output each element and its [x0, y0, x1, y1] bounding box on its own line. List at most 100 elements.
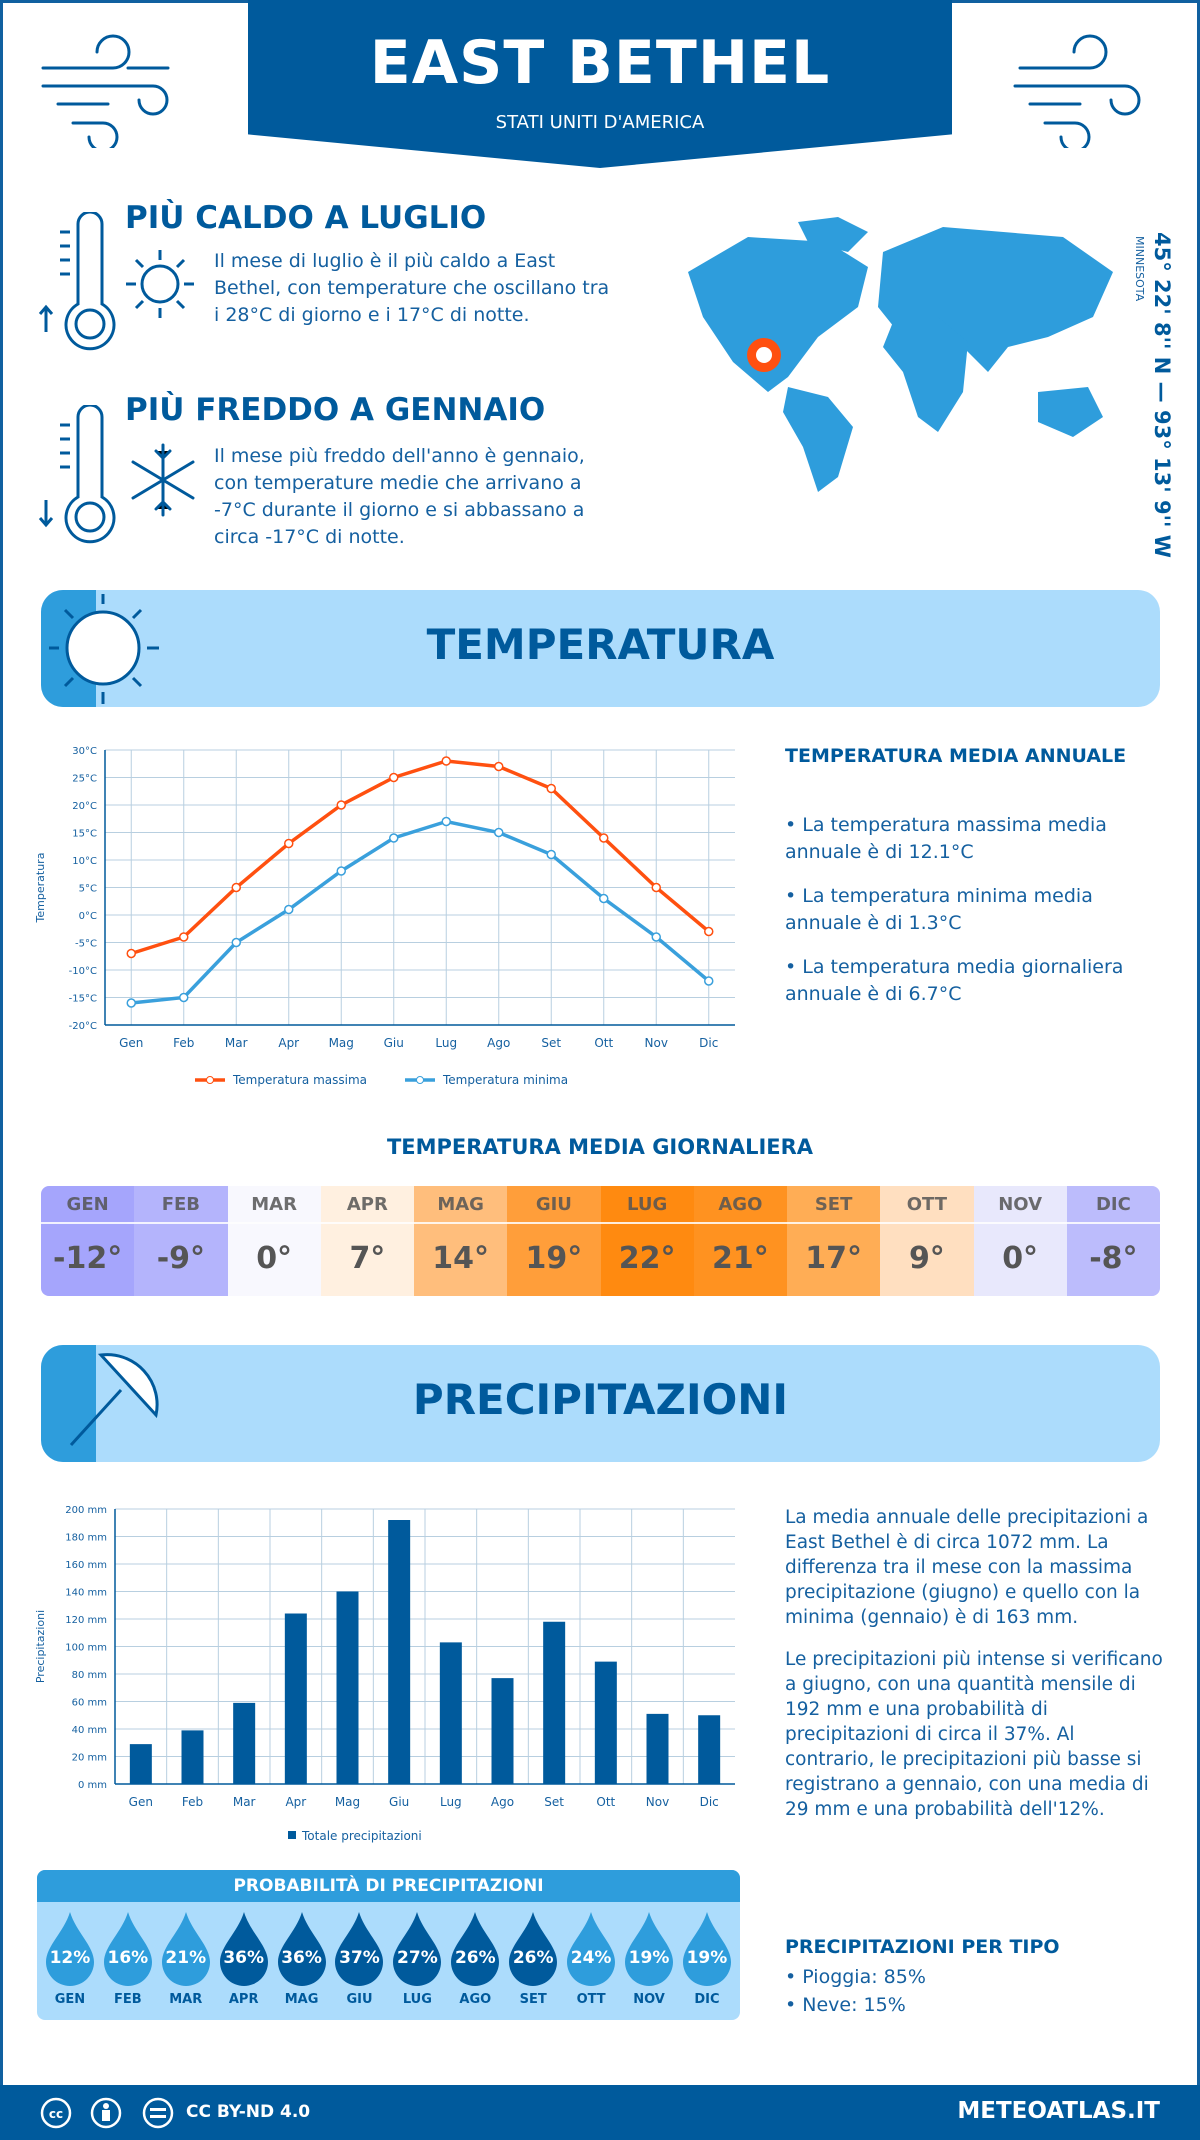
- probability-drop: 16% FEB: [102, 1910, 154, 2007]
- daily-temp-cell: APR 7°: [320, 1186, 414, 1296]
- annual-temperature-title: TEMPERATURA MEDIA ANNUALE: [785, 745, 1127, 767]
- x-tick-label: Set: [541, 1036, 561, 1050]
- y-tick-label: 140 mm: [65, 1588, 107, 1599]
- data-point: [231, 937, 241, 948]
- y-tick-label: 100 mm: [65, 1643, 107, 1654]
- data-point: [126, 998, 136, 1008]
- coldest-text: Il mese più freddo dell'anno è gennaio, …: [214, 445, 585, 548]
- license-icons: cc: [40, 2097, 174, 2129]
- x-tick-label: Lug: [440, 1795, 462, 1809]
- daily-temp-value: 9°: [908, 1241, 945, 1276]
- y-axis-label: Temperatura: [34, 853, 47, 924]
- rain-share: • Pioggia: 85%: [785, 1966, 926, 1988]
- thermometer-cold-icon: [38, 405, 195, 544]
- wind-icon-left: [41, 34, 170, 148]
- y-tick-label: 0 mm: [78, 1780, 107, 1791]
- y-tick-label: 120 mm: [65, 1615, 107, 1626]
- site-link[interactable]: METEOATLAS.IT: [957, 2098, 1160, 2124]
- x-tick-label: Apr: [285, 1795, 306, 1809]
- data-point: [389, 833, 399, 843]
- month-label: AGO: [693, 1186, 787, 1224]
- thermometer-hot-icon: [38, 212, 194, 351]
- data-point: [336, 866, 346, 876]
- month-label: OTT: [576, 1992, 606, 2007]
- probability-value: 26%: [454, 1948, 496, 1968]
- y-tick-label: 25°C: [72, 774, 97, 785]
- data-point: [336, 800, 346, 810]
- x-tick-label: Nov: [645, 1036, 668, 1050]
- daily-temp-cell: GEN -12°: [41, 1186, 135, 1296]
- probability-value: 24%: [570, 1948, 612, 1968]
- raindrop-icon: [567, 1912, 616, 1986]
- probability-drop: 36% APR: [218, 1910, 270, 2007]
- y-tick-label: 200 mm: [65, 1505, 107, 1516]
- region-label: MINNESOTA: [1133, 236, 1146, 302]
- y-tick-label: 30°C: [72, 746, 97, 757]
- probability-drop: 26% AGO: [449, 1910, 501, 2007]
- annual-max-text: • La temperatura massima media annuale è…: [785, 814, 1107, 863]
- daily-temp-cell: AGO 21°: [693, 1186, 787, 1296]
- x-tick-label: Ott: [594, 1036, 613, 1050]
- precipitation-bar: [594, 1661, 617, 1784]
- series-line-max: [130, 759, 710, 956]
- daily-temp-cell: OTT 9°: [880, 1186, 974, 1296]
- temperature-chart: -20°C -15°C -10°C -5°C 0°C 5°C 10°C 15°C 20°C 25°…: [34, 746, 735, 1087]
- license-label[interactable]: CC BY-ND 4.0: [186, 2102, 311, 2122]
- y-tick-label: 80 mm: [72, 1670, 107, 1681]
- wind-icon-right: [1013, 34, 1141, 148]
- x-tick-label: Gen: [119, 1036, 143, 1050]
- data-point: [284, 904, 294, 915]
- x-tick-label: Dic: [699, 1036, 718, 1050]
- daily-temp-value: 7°: [349, 1241, 386, 1276]
- raindrop-icon: [103, 1912, 152, 1986]
- umbrella-icon: [69, 1353, 159, 1447]
- daily-temp-value: 21°: [712, 1241, 769, 1276]
- daily-temp-value: 22°: [618, 1241, 676, 1276]
- x-tick-label: Feb: [173, 1036, 194, 1050]
- month-label: GIU: [346, 1992, 373, 2007]
- data-point: [284, 838, 294, 849]
- x-tick-label: Mag: [329, 1036, 354, 1050]
- raindrop-icon: [393, 1912, 442, 1986]
- month-label: MAR: [227, 1186, 321, 1224]
- month-label: NOV: [633, 1992, 665, 2007]
- month-label: DIC: [1066, 1186, 1160, 1224]
- data-point: [126, 948, 136, 959]
- coordinates: 45° 22' 8'' N — 93° 13' 9'' W: [1150, 232, 1174, 558]
- probability-value: 26%: [512, 1948, 554, 1968]
- x-tick-label: Mar: [233, 1795, 256, 1809]
- probability-drop: 27% LUG: [391, 1910, 443, 2007]
- data-point: [546, 783, 556, 794]
- month-label: FEB: [114, 1992, 142, 2007]
- precipitation-bar: [646, 1713, 669, 1784]
- x-tick-label: Gen: [129, 1795, 153, 1809]
- month-label: SET: [519, 1992, 547, 2007]
- month-label: LUG: [600, 1186, 694, 1224]
- precipitation-bar: [336, 1591, 359, 1784]
- data-point: [441, 756, 451, 766]
- banner-accent: [41, 1345, 96, 1462]
- month-label: DIC: [694, 1992, 720, 2007]
- y-tick-label: 5°C: [79, 884, 97, 895]
- precipitation-summary: La media annuale delle precipitazioni a …: [785, 1507, 1149, 1628]
- y-tick-label: 10°C: [72, 856, 97, 867]
- daily-temp-value: -9°: [156, 1241, 206, 1276]
- probability-value: 21%: [165, 1948, 207, 1968]
- daily-temp-cell: MAG 14°: [414, 1186, 508, 1296]
- data-point: [389, 772, 399, 783]
- probability-drop: 24% OTT: [565, 1910, 617, 2007]
- x-tick-label: Nov: [646, 1795, 669, 1809]
- precipitation-bar: [439, 1642, 462, 1784]
- data-point: [494, 761, 504, 772]
- x-tick-label: Mar: [225, 1036, 248, 1050]
- legend-label: Temperatura minima: [442, 1073, 568, 1087]
- precipitation-probability: PROBABILITÀ DI PRECIPITAZIONI 12% GEN 16% F…: [37, 1870, 740, 2020]
- y-tick-label: 160 mm: [65, 1560, 107, 1571]
- probability-drop: 19% NOV: [623, 1910, 675, 2007]
- page-subtitle: STATI UNITI D'AMERICA: [495, 112, 705, 133]
- annual-min-text: • La temperatura minima media annuale è …: [785, 885, 1093, 934]
- precipitation-banner: PRECIPITAZIONI: [41, 1345, 1160, 1462]
- daily-temp-cell: GIU 19°: [507, 1186, 601, 1296]
- legend-swatch: [288, 1831, 296, 1839]
- legend-label: Totale precipitazioni: [301, 1829, 422, 1843]
